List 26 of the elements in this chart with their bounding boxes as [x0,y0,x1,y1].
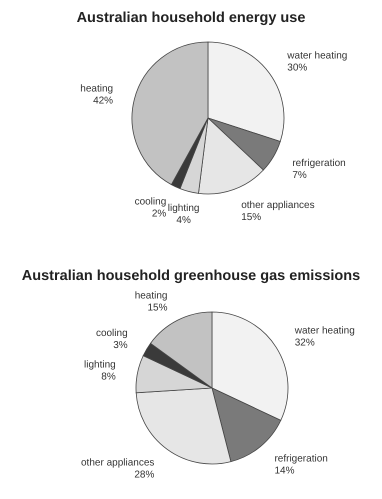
data-label: 14% [274,466,295,477]
slice-label: other appliances [81,457,154,468]
data-label: 3% [113,340,128,352]
slice-label: water heating [286,50,348,62]
data-label: 2% [152,208,166,220]
data-label: 15% [147,302,168,314]
data-label: 8% [101,372,116,383]
chart-title: Australian household energy use [76,10,306,26]
data-label: 32% [294,337,315,348]
slice-label: refrigeration [292,158,346,169]
slice-label: water heating [294,325,355,336]
slice-label: heating [80,84,114,95]
slice-label: heating [134,290,168,302]
slice-label: cooling [96,328,128,340]
data-label: 15% [241,212,262,224]
slice-label: refrigeration [274,454,328,465]
data-label: 30% [287,62,308,74]
data-label: 42% [93,96,114,107]
data-label: 7% [292,170,307,181]
data-label: 28% [134,469,155,480]
chart-title: Australian household greenhouse gas emissions [22,268,360,284]
slice-label: cooling [134,196,166,208]
slice-label: lighting [168,202,200,214]
slice-label: lighting [84,360,116,371]
data-label: 4% [176,214,191,226]
slice-label: other appliances [241,200,315,212]
